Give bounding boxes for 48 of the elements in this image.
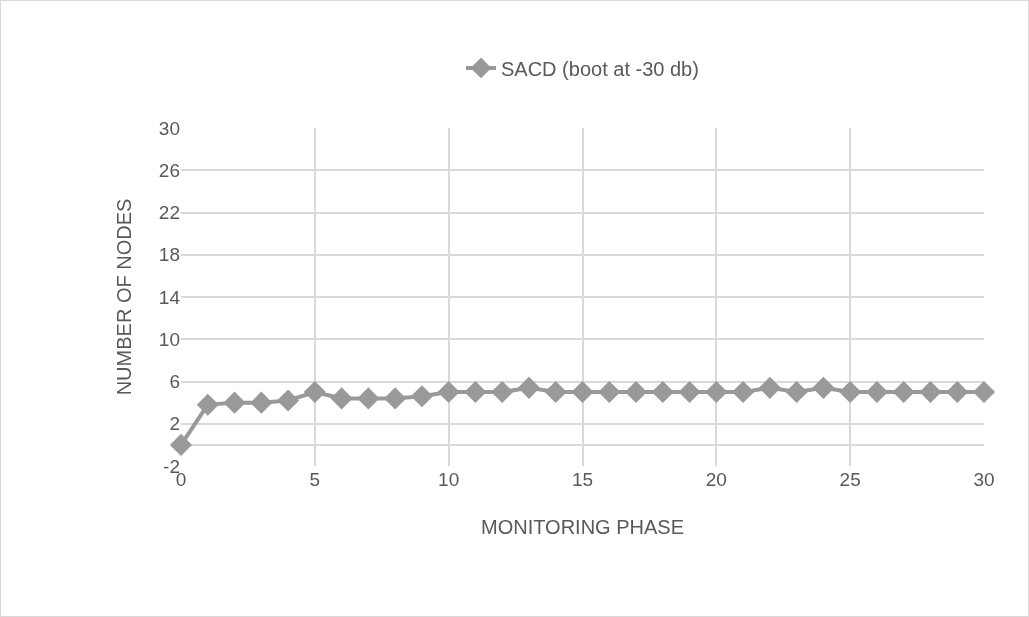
point [196, 393, 219, 416]
y-tick-label: 14 [158, 286, 181, 308]
point [303, 381, 326, 404]
y-tick-label: 10 [158, 328, 180, 350]
point [892, 381, 915, 404]
point [785, 381, 808, 404]
point [571, 381, 594, 404]
point [865, 381, 888, 404]
x-tick-label: 10 [438, 469, 460, 490]
y-tick-label: 6 [169, 371, 180, 393]
x-tick-label: 30 [973, 469, 995, 490]
x-axis-title: MONITORING PHASE [481, 515, 684, 538]
point [812, 376, 835, 399]
point [357, 387, 380, 410]
y-axis-title: NUMBER OF NODES [113, 198, 135, 396]
point [946, 381, 969, 404]
point [919, 381, 942, 404]
y-tick-label: 18 [158, 244, 180, 266]
point [410, 385, 433, 408]
point [598, 381, 621, 404]
point [223, 391, 246, 414]
x-tick-label: 20 [705, 469, 727, 490]
legend-label: SACD (boot at -30 db) [501, 57, 699, 80]
x-tick-label: 25 [839, 469, 861, 490]
point [839, 381, 862, 404]
point [758, 376, 781, 399]
point [732, 381, 755, 404]
point [384, 387, 407, 410]
point [169, 433, 193, 456]
point [330, 387, 353, 410]
y-tick-label: 2 [169, 413, 180, 435]
point [544, 381, 567, 404]
point [277, 389, 300, 412]
point [517, 376, 541, 399]
point [250, 391, 273, 414]
point [705, 381, 728, 404]
x-tick-label: 5 [309, 469, 321, 490]
point [491, 381, 514, 404]
y-tick-label: 26 [158, 159, 180, 181]
point [437, 381, 460, 404]
point [972, 381, 996, 404]
point [678, 381, 701, 404]
point [464, 381, 487, 404]
y-tick-label: 30 [158, 117, 180, 139]
point [624, 381, 648, 404]
point [651, 381, 674, 404]
x-tick-label: 15 [571, 469, 594, 490]
y-tick-label: 22 [158, 202, 180, 224]
